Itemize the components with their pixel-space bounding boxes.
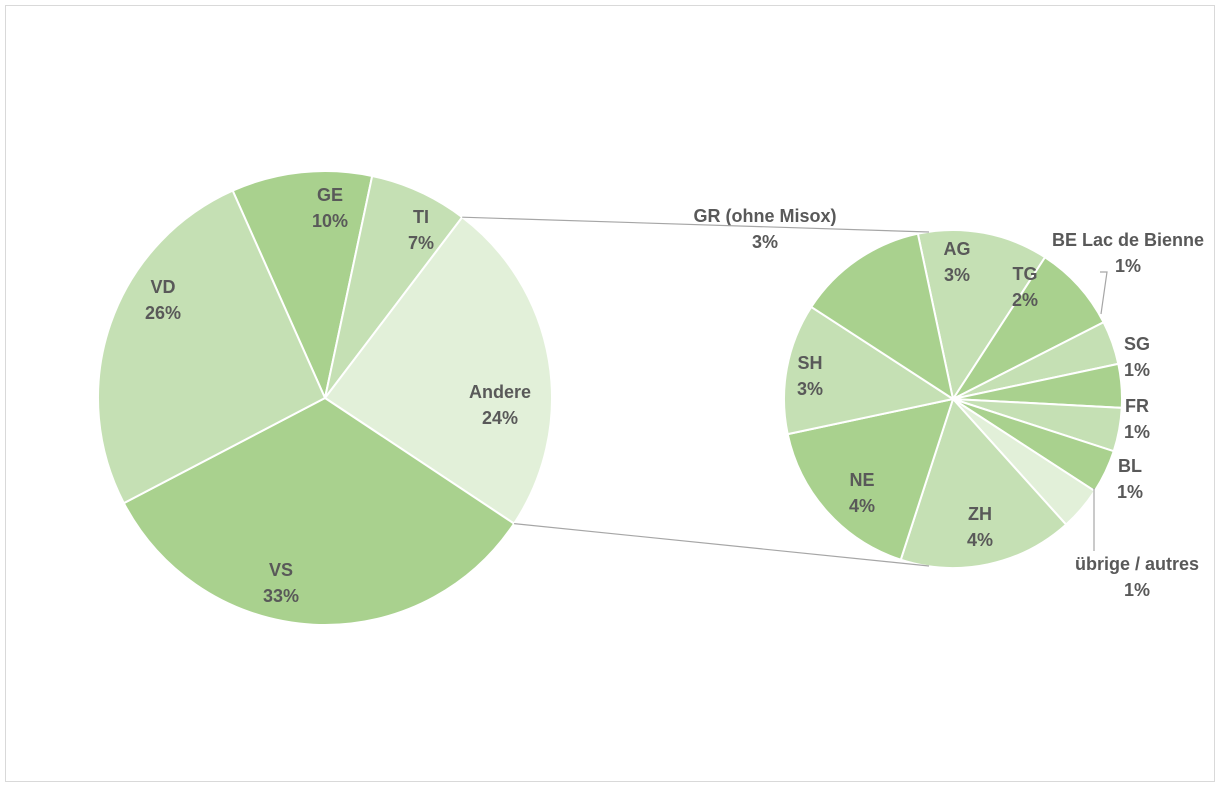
secondary-label-brige-autres: übrige / autres 1%: [1075, 554, 1199, 600]
main-label-ge-label: GE: [317, 185, 343, 205]
secondary-label-gr-ohne-misox: GR (ohne Misox) 3%: [694, 206, 837, 252]
secondary-label-brige-autres-pct: 1%: [1124, 580, 1150, 600]
secondary-label-gr-ohne-misox-pct: 3%: [752, 232, 778, 252]
connector-line-top: [462, 216, 930, 233]
leader-line-be-lac-de-bienne: [1100, 271, 1108, 315]
secondary-label-bl-label: BL: [1118, 456, 1142, 476]
secondary-label-sg: SG 1%: [1124, 334, 1150, 380]
main-label-vs-label: VS: [269, 560, 293, 580]
secondary-label-bl-pct: 1%: [1117, 482, 1143, 502]
secondary-slice-zh: [899, 397, 1068, 569]
secondary-label-sh-label: SH: [797, 353, 822, 373]
connector-line-bottom: [514, 523, 930, 567]
main-label-ti-pct: 7%: [408, 233, 434, 253]
main-label-ge: GE 10%: [312, 185, 348, 231]
secondary-label-ag: AG 3%: [944, 239, 971, 285]
secondary-label-zh: ZH 4%: [967, 504, 993, 550]
main-label-andere-label: Andere: [469, 382, 531, 402]
main-slice-andere: [323, 215, 553, 526]
main-label-ti-label: TI: [413, 207, 429, 227]
secondary-label-ne-label: NE: [849, 470, 874, 490]
main-slice-vs: [122, 396, 516, 626]
secondary-slice-sh: [783, 305, 956, 436]
secondary-slice-gr-ohne-misox: [809, 232, 955, 402]
secondary-label-tg-pct: 2%: [1012, 290, 1038, 310]
main-label-vd-label: VD: [150, 277, 175, 297]
main-slice-vd: [97, 189, 327, 505]
secondary-label-gr-ohne-misox-label: GR (ohne Misox): [694, 206, 837, 226]
main-label-ti: TI 7%: [408, 207, 434, 253]
secondary-label-be-lac-de-bienne-label: BE Lac de Bienne: [1052, 230, 1204, 250]
secondary-label-fr-label: FR: [1125, 396, 1149, 416]
secondary-label-ag-pct: 3%: [944, 265, 970, 285]
main-label-vs: VS 33%: [263, 560, 299, 606]
secondary-label-brige-autres-label: übrige / autres: [1075, 554, 1199, 574]
secondary-label-be-lac-de-bienne-pct: 1%: [1115, 256, 1141, 276]
secondary-label-ne-pct: 4%: [849, 496, 875, 516]
main-label-andere: Andere 24%: [469, 382, 531, 428]
main-label-vd-pct: 26%: [145, 303, 181, 323]
secondary-label-bl: BL 1%: [1117, 456, 1143, 502]
secondary-label-ne: NE 4%: [849, 470, 875, 516]
secondary-label-tg: TG 2%: [1012, 264, 1038, 310]
secondary-slice-ne: [786, 397, 955, 561]
secondary-label-sg-pct: 1%: [1124, 360, 1150, 380]
secondary-label-tg-label: TG: [1013, 264, 1038, 284]
secondary-label-fr: FR 1%: [1124, 396, 1150, 442]
main-label-vs-pct: 33%: [263, 586, 299, 606]
secondary-label-ag-label: AG: [944, 239, 971, 259]
main-label-vd: VD 26%: [145, 277, 181, 323]
secondary-slice-tg: [950, 255, 1105, 402]
secondary-label-sg-label: SG: [1124, 334, 1150, 354]
secondary-label-sh: SH 3%: [797, 353, 823, 399]
secondary-label-sh-pct: 3%: [797, 379, 823, 399]
secondary-label-fr-pct: 1%: [1124, 422, 1150, 442]
secondary-label-zh-label: ZH: [968, 504, 992, 524]
secondary-label-zh-pct: 4%: [967, 530, 993, 550]
secondary-label-be-lac-de-bienne: BE Lac de Bienne 1%: [1052, 230, 1204, 276]
main-label-ge-pct: 10%: [312, 211, 348, 231]
main-slice-ge: [231, 170, 374, 402]
main-label-andere-pct: 24%: [482, 408, 518, 428]
